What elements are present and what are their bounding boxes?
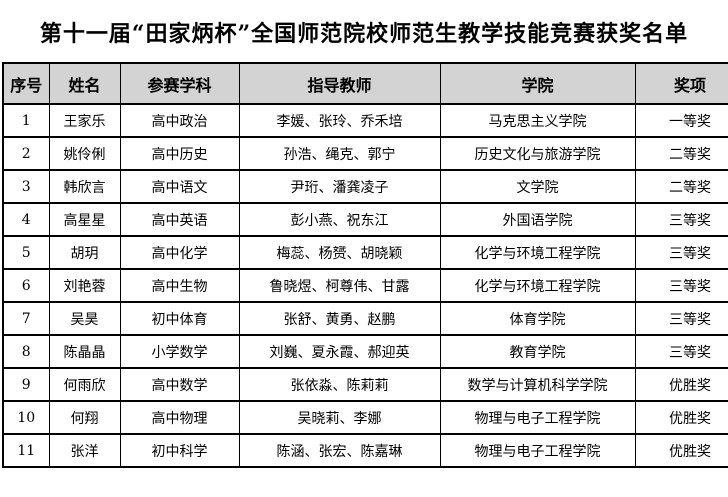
cell-advisors: 李媛、张玲、乔禾培 bbox=[238, 103, 441, 138]
cell-subject: 高中政治 bbox=[119, 103, 240, 138]
table-row: 9 何雨欣 高中数学 张依淼、陈莉莉 数学与计算机科学学院 优胜奖 bbox=[2, 367, 728, 402]
cell-name: 韩欣言 bbox=[48, 169, 121, 204]
table-row: 5 胡玥 高中化学 梅蕊、杨赟、胡晓颖 化学与环境工程学院 三等奖 bbox=[2, 235, 728, 270]
col-header-name: 姓名 bbox=[48, 62, 121, 105]
cell-award: 优胜奖 bbox=[634, 433, 728, 468]
cell-index: 11 bbox=[2, 433, 50, 468]
cell-name: 高星星 bbox=[48, 202, 121, 237]
cell-college: 教育学院 bbox=[439, 334, 636, 369]
cell-college: 马克思主义学院 bbox=[439, 103, 636, 138]
cell-name: 陈晶晶 bbox=[48, 334, 121, 369]
cell-name: 王家乐 bbox=[48, 103, 121, 138]
cell-award: 三等奖 bbox=[634, 301, 728, 336]
table-row: 1 王家乐 高中政治 李媛、张玲、乔禾培 马克思主义学院 一等奖 bbox=[2, 103, 728, 138]
cell-index: 5 bbox=[2, 235, 50, 270]
cell-award: 优胜奖 bbox=[634, 367, 728, 402]
cell-subject: 高中化学 bbox=[119, 235, 240, 270]
cell-subject: 高中物理 bbox=[119, 400, 240, 435]
cell-index: 1 bbox=[2, 103, 50, 138]
document-title: 第十一届“田家炳杯”全国师范院校师范生教学技能竞赛获奖名单 bbox=[39, 21, 689, 47]
table-row: 2 姚伶俐 高中历史 孙浩、绳克、郭宁 历史文化与旅游学院 二等奖 bbox=[2, 136, 728, 171]
cell-award: 三等奖 bbox=[634, 235, 728, 270]
awards-table: 序号 姓名 参赛学科 指导教师 学院 奖项 1 王家乐 高中政治 李媛、张玲、乔… bbox=[2, 62, 728, 468]
cell-index: 8 bbox=[2, 334, 50, 369]
col-header-index: 序号 bbox=[2, 62, 50, 105]
cell-college: 文学院 bbox=[439, 169, 636, 204]
cell-name: 姚伶俐 bbox=[48, 136, 121, 171]
cell-index: 10 bbox=[2, 400, 50, 435]
cell-advisors: 鲁晓煜、柯尊伟、甘露 bbox=[238, 268, 441, 303]
cell-advisors: 张依淼、陈莉莉 bbox=[238, 367, 441, 402]
cell-subject: 高中语文 bbox=[119, 169, 240, 204]
cell-index: 9 bbox=[2, 367, 50, 402]
table-row: 11 张洋 初中科学 陈涵、张宏、陈嘉琳 物理与电子工程学院 优胜奖 bbox=[2, 433, 728, 468]
table-row: 6 刘艳蓉 高中生物 鲁晓煜、柯尊伟、甘露 化学与环境工程学院 三等奖 bbox=[2, 268, 728, 303]
cell-college: 物理与电子工程学院 bbox=[439, 400, 636, 435]
cell-name: 刘艳蓉 bbox=[48, 268, 121, 303]
cell-index: 7 bbox=[2, 301, 50, 336]
cell-college: 化学与环境工程学院 bbox=[439, 268, 636, 303]
table-row: 4 高星星 高中英语 彭小燕、祝东江 外国语学院 三等奖 bbox=[2, 202, 728, 237]
cell-subject: 高中历史 bbox=[119, 136, 240, 171]
cell-name: 何翔 bbox=[48, 400, 121, 435]
col-header-award: 奖项 bbox=[634, 62, 728, 105]
cell-advisors: 陈涵、张宏、陈嘉琳 bbox=[238, 433, 441, 468]
cell-advisors: 尹珩、潘龚凌子 bbox=[238, 169, 441, 204]
table-row: 3 韩欣言 高中语文 尹珩、潘龚凌子 文学院 二等奖 bbox=[2, 169, 728, 204]
cell-subject: 初中科学 bbox=[119, 433, 240, 468]
cell-advisors: 梅蕊、杨赟、胡晓颖 bbox=[238, 235, 441, 270]
table-row: 10 何翔 高中物理 吴晓莉、李娜 物理与电子工程学院 优胜奖 bbox=[2, 400, 728, 435]
col-header-subject: 参赛学科 bbox=[119, 62, 240, 105]
cell-award: 一等奖 bbox=[634, 103, 728, 138]
table-header-row: 序号 姓名 参赛学科 指导教师 学院 奖项 bbox=[2, 62, 728, 105]
cell-name: 胡玥 bbox=[48, 235, 121, 270]
cell-index: 4 bbox=[2, 202, 50, 237]
cell-award: 二等奖 bbox=[634, 136, 728, 171]
cell-college: 历史文化与旅游学院 bbox=[439, 136, 636, 171]
cell-college: 化学与环境工程学院 bbox=[439, 235, 636, 270]
cell-name: 何雨欣 bbox=[48, 367, 121, 402]
cell-subject: 初中体育 bbox=[119, 301, 240, 336]
cell-college: 物理与电子工程学院 bbox=[439, 433, 636, 468]
cell-index: 2 bbox=[2, 136, 50, 171]
cell-college: 外国语学院 bbox=[439, 202, 636, 237]
col-header-advisors: 指导教师 bbox=[238, 62, 441, 105]
cell-college: 体育学院 bbox=[439, 301, 636, 336]
cell-advisors: 孙浩、绳克、郭宁 bbox=[238, 136, 441, 171]
cell-subject: 高中英语 bbox=[119, 202, 240, 237]
cell-award: 优胜奖 bbox=[634, 400, 728, 435]
cell-award: 三等奖 bbox=[634, 334, 728, 369]
cell-college: 数学与计算机科学学院 bbox=[439, 367, 636, 402]
table-row: 7 吴昊 初中体育 张舒、黄勇、赵鹏 体育学院 三等奖 bbox=[2, 301, 728, 336]
cell-name: 吴昊 bbox=[48, 301, 121, 336]
cell-advisors: 彭小燕、祝东江 bbox=[238, 202, 441, 237]
col-header-college: 学院 bbox=[439, 62, 636, 105]
cell-index: 3 bbox=[2, 169, 50, 204]
cell-subject: 高中生物 bbox=[119, 268, 240, 303]
cell-advisors: 吴晓莉、李娜 bbox=[238, 400, 441, 435]
cell-index: 6 bbox=[2, 268, 50, 303]
cell-award: 三等奖 bbox=[634, 268, 728, 303]
cell-award: 二等奖 bbox=[634, 169, 728, 204]
cell-award: 三等奖 bbox=[634, 202, 728, 237]
cell-subject: 小学数学 bbox=[119, 334, 240, 369]
cell-name: 张洋 bbox=[48, 433, 121, 468]
cell-advisors: 张舒、黄勇、赵鹏 bbox=[238, 301, 441, 336]
cell-advisors: 刘巍、夏永霞、郝迎英 bbox=[238, 334, 441, 369]
table-body: 1 王家乐 高中政治 李媛、张玲、乔禾培 马克思主义学院 一等奖 2 姚伶俐 高… bbox=[2, 103, 728, 468]
table-row: 8 陈晶晶 小学数学 刘巍、夏永霞、郝迎英 教育学院 三等奖 bbox=[2, 334, 728, 369]
cell-subject: 高中数学 bbox=[119, 367, 240, 402]
